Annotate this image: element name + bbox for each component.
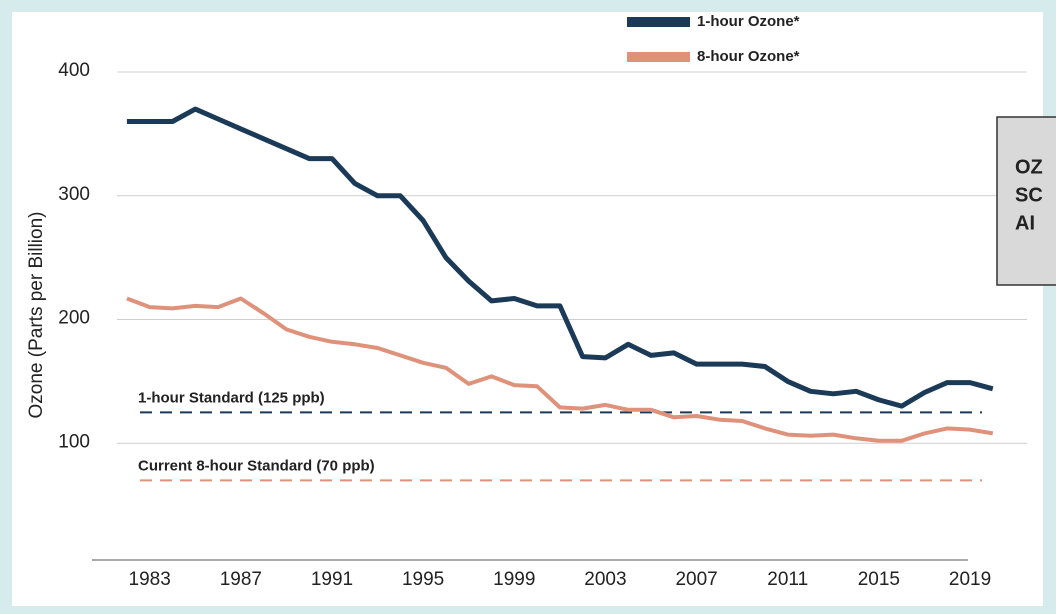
reference-label: 1-hour Standard (125 ppb) [138, 389, 325, 406]
x-tick-label: 2015 [858, 569, 900, 590]
series-line [126, 106, 994, 409]
x-tick-label: 2003 [584, 569, 626, 590]
y-tick-label: 400 [58, 60, 90, 81]
series-line [126, 296, 994, 443]
x-tick-label: 1999 [493, 569, 535, 590]
legend-label: 8-hour Ozone* [697, 48, 800, 65]
y-tick-label: 300 [58, 184, 90, 205]
annotation-text: OZ [1015, 156, 1043, 178]
y-tick-label: 200 [58, 308, 90, 329]
annotation-text: SC [1015, 184, 1043, 206]
x-tick-label: 2019 [949, 569, 991, 590]
reference-label: Current 8-hour Standard (70 ppb) [138, 457, 375, 474]
legend-label: 1-hour Ozone* [697, 13, 800, 30]
annotation-text: AI [1015, 212, 1035, 234]
legend-swatch [627, 52, 690, 62]
annotation-box [996, 116, 1056, 286]
x-tick-label: 1987 [220, 569, 262, 590]
y-axis-label: Ozone (Parts per Billion) [26, 212, 47, 419]
x-tick-label: 1991 [311, 569, 353, 590]
legend-swatch [627, 17, 690, 27]
x-tick-label: 2011 [767, 569, 808, 590]
y-tick-label: 100 [58, 431, 90, 452]
x-tick-label: 1995 [402, 569, 444, 590]
x-tick-label: 1983 [129, 569, 171, 590]
x-tick-label: 2007 [675, 569, 717, 590]
